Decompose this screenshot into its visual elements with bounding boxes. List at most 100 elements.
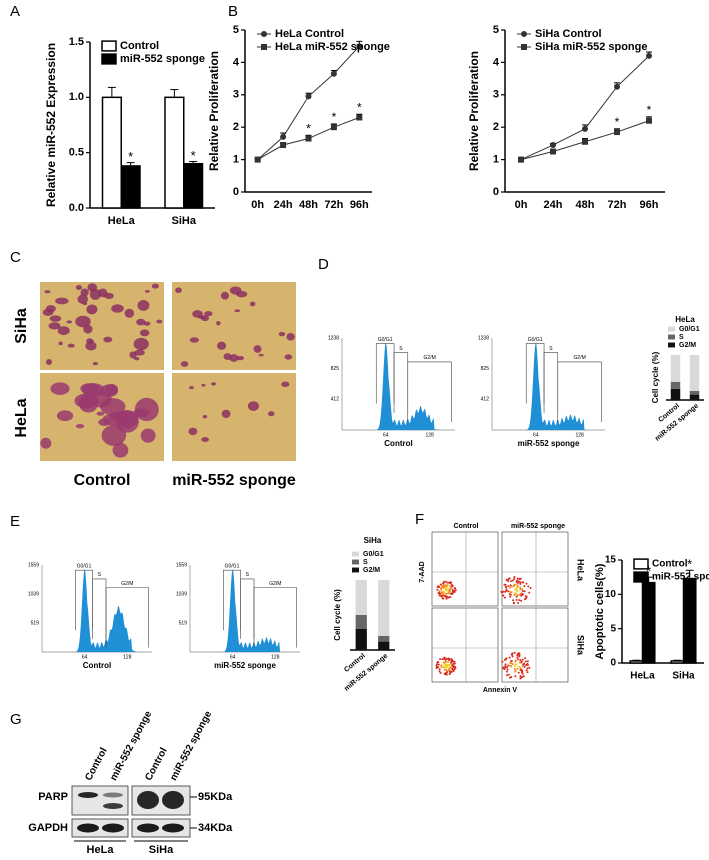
- event-dot: [437, 592, 440, 595]
- gate-label: G0/G1: [528, 337, 543, 343]
- flow-column-label: Control: [454, 523, 479, 530]
- histogram-y-label: 1559: [176, 562, 187, 568]
- event-dot: [518, 578, 521, 581]
- event-dot: [504, 666, 507, 669]
- gate: [557, 361, 602, 422]
- cell-colony: [284, 354, 293, 360]
- event-dot: [449, 670, 452, 673]
- x-tick-label: 48h: [576, 199, 595, 211]
- event-dot: [502, 666, 505, 669]
- y-tick-label: 1: [233, 154, 239, 166]
- y-tick-label: 4: [493, 56, 500, 68]
- cell-colony: [124, 308, 135, 318]
- event-dot: [518, 661, 521, 664]
- event-dot: [440, 594, 443, 597]
- event-dot: [506, 668, 509, 671]
- bar-segment: [378, 580, 390, 636]
- event-dot: [446, 663, 449, 666]
- event-dot: [516, 594, 519, 597]
- event-dot: [519, 659, 522, 662]
- cell-colony: [96, 411, 105, 416]
- event-dot: [450, 661, 453, 664]
- histogram-label: miR-552 sponge: [214, 661, 276, 670]
- gate-label: S: [246, 572, 250, 578]
- legend-label: S: [363, 559, 368, 566]
- cell-colony: [57, 326, 70, 336]
- histogram-y-label: 1238: [478, 335, 489, 341]
- event-dot: [510, 653, 513, 656]
- event-dot: [511, 579, 514, 582]
- cell-colony: [249, 301, 256, 307]
- cell-colony: [140, 428, 156, 443]
- event-dot: [529, 587, 532, 590]
- point: [280, 142, 287, 149]
- y-tick-label: 3: [233, 89, 239, 101]
- event-dot: [451, 585, 454, 588]
- event-dot: [445, 584, 448, 587]
- event-dot: [452, 669, 455, 672]
- x-tick-label: SiHa: [672, 671, 695, 682]
- significance-marker: *: [332, 110, 337, 124]
- y-tick-label: 0: [493, 186, 499, 198]
- event-dot: [508, 656, 511, 659]
- cell-colony: [201, 383, 206, 387]
- event-dot: [444, 665, 447, 668]
- event-dot: [521, 581, 524, 584]
- bar-segment: [378, 636, 390, 642]
- y-tick-label: 4: [233, 56, 240, 68]
- legend-swatch: [521, 44, 527, 50]
- cell-colony: [75, 315, 91, 328]
- protein-band: [162, 791, 184, 809]
- cell-colony: [80, 383, 100, 394]
- cell-colony: [133, 408, 150, 418]
- event-dot: [438, 670, 441, 673]
- protein-label: GAPDH: [28, 822, 68, 834]
- event-dot: [516, 654, 519, 657]
- bar-segment: [378, 641, 390, 650]
- event-dot: [528, 591, 531, 594]
- cell-colony: [156, 319, 163, 324]
- significance-marker: *: [646, 564, 651, 579]
- cell-colony: [189, 337, 199, 343]
- x-tick-label: SiHa: [172, 215, 197, 227]
- event-dot: [517, 671, 520, 674]
- y-tick-label: 1.0: [69, 91, 84, 103]
- significance-marker: *: [687, 557, 692, 572]
- event-dot: [521, 590, 524, 593]
- point: [254, 156, 261, 163]
- event-dot: [507, 590, 510, 593]
- line: [257, 45, 360, 160]
- event-dot: [453, 591, 456, 594]
- histogram-x-label: 64: [533, 432, 539, 438]
- cell-colony: [82, 302, 88, 306]
- event-dot: [448, 588, 451, 591]
- y-tick-label: 5: [493, 24, 499, 36]
- event-dot: [450, 658, 453, 661]
- y-tick-label: 0: [233, 186, 239, 198]
- event-dot: [519, 677, 522, 680]
- panel-label: F: [415, 511, 424, 528]
- event-dot: [454, 666, 457, 669]
- event-dot: [509, 593, 512, 596]
- legend-label: HeLa Control: [275, 28, 344, 40]
- cell-colony: [87, 283, 98, 292]
- event-dot: [510, 665, 513, 668]
- point: [330, 124, 337, 131]
- event-dot: [521, 669, 524, 672]
- event-dot: [505, 578, 508, 581]
- flow-row-label: SiHa: [576, 635, 586, 656]
- event-dot: [451, 664, 454, 667]
- event-dot: [506, 666, 509, 669]
- event-dot: [453, 662, 456, 665]
- y-tick-label: 2: [493, 121, 499, 133]
- event-dot: [513, 668, 516, 671]
- bar: [164, 96, 185, 209]
- cell-colony: [98, 418, 111, 427]
- legend-swatch: [261, 31, 267, 37]
- event-dot: [439, 592, 442, 595]
- event-dot: [450, 581, 453, 584]
- gate: [105, 587, 149, 648]
- legend-label: S: [679, 334, 684, 341]
- legend-swatch: [352, 551, 359, 557]
- event-dot: [439, 583, 442, 586]
